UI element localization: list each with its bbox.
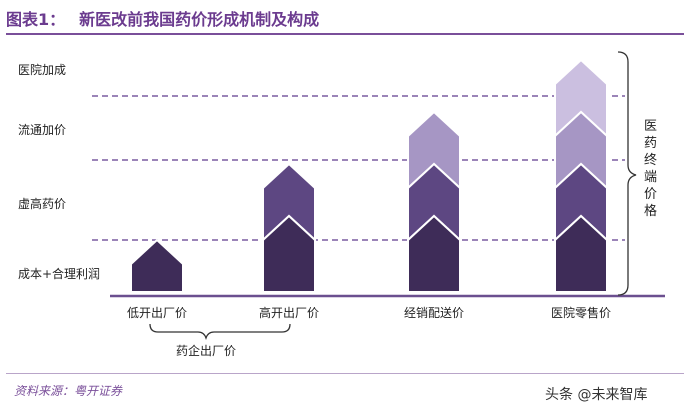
level-label-hospital-markup: 医院加成 <box>18 63 67 77</box>
figure-title-text: 新医改前我国药价形成机制及构成 <box>79 10 320 29</box>
column-label-hospital-retail: 医院零售价 <box>550 306 612 320</box>
level-label-cost-profit: 成本+合理利润 <box>18 267 101 281</box>
level-label-circulation-markup: 流通加价 <box>18 123 67 137</box>
figure-number: 图表1： <box>6 10 66 29</box>
title-divider <box>6 33 684 35</box>
footer-divider <box>6 373 684 374</box>
stack-3-segment-1 <box>407 214 461 293</box>
stack-2-segment-1 <box>262 214 316 293</box>
figure-title: 图表1： 新医改前我国药价形成机制及构成 <box>6 6 319 30</box>
column-label-high-ex-factory: 高开出厂价 <box>258 306 320 320</box>
ex-factory-bracket <box>149 323 291 341</box>
level-label-inflated-price: 虚高药价 <box>18 197 67 211</box>
bracket-label-terminal-price: 医药终端价格 <box>644 119 658 219</box>
source-note: 资料来源：粤开证券 <box>14 384 123 398</box>
stack-1-segment-1 <box>130 238 184 293</box>
watermark: 头条 @未来智库 <box>545 387 648 403</box>
column-label-low-ex-factory: 低开出厂价 <box>126 306 188 320</box>
group-label-ex-factory: 药企出厂价 <box>175 344 237 358</box>
stack-4-segment-1 <box>554 214 608 293</box>
terminal-price-bracket <box>617 51 637 296</box>
column-label-distribution: 经销配送价 <box>403 306 465 320</box>
